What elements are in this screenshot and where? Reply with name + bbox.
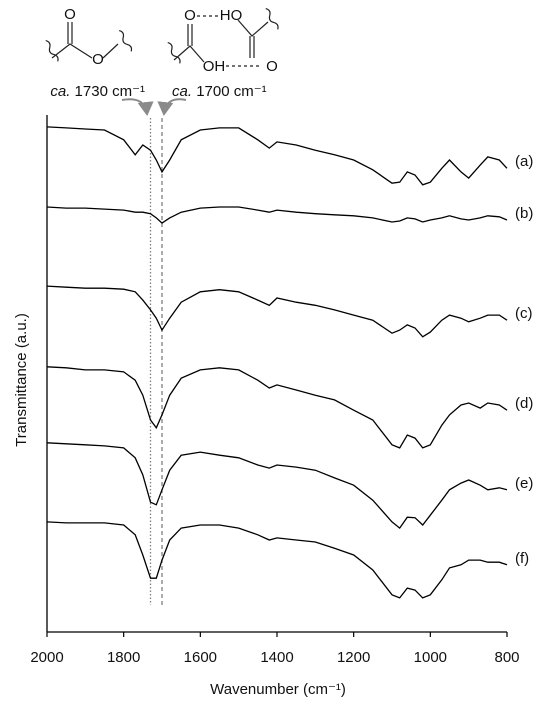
spectrum-line (46, 442, 508, 530)
x-tick-label: 1600 (184, 649, 217, 666)
x-tick-label: 1000 (414, 649, 447, 666)
arrow (121, 98, 154, 116)
reference-label: ca. 1700 cm⁻¹ (172, 83, 267, 100)
series-label: (e) (515, 475, 533, 492)
qualifier: ca. (50, 83, 70, 100)
atom-label: O (184, 7, 196, 24)
atom-label: O (266, 58, 278, 75)
reference-label: ca. 1730 cm⁻¹ (50, 83, 145, 100)
x-axis-title: Wavenumber (cm⁻¹) (210, 681, 346, 698)
spectrum-line (46, 521, 508, 599)
series-label: (b) (515, 205, 533, 222)
series-label: (c) (515, 305, 533, 322)
atom-label: OH (203, 58, 226, 75)
spectrum-line (46, 285, 508, 338)
spectrum-line (46, 206, 508, 224)
acid-dimer-structure: O HO OH O (167, 7, 279, 75)
x-tick-label: 1800 (107, 649, 140, 666)
spectrum-line (46, 126, 508, 186)
spectrum-line (46, 366, 508, 449)
ester-structure: O O (45, 6, 133, 68)
atom-label: HO (220, 7, 243, 24)
reference-value: 1700 cm⁻¹ (196, 83, 266, 100)
atom-label: O (92, 51, 104, 68)
series-label: (f) (515, 550, 529, 567)
x-tick-label: 2000 (30, 649, 63, 666)
x-tick-label: 1200 (337, 649, 370, 666)
reference-value: 1730 cm⁻¹ (75, 83, 145, 100)
x-tick-label: 1400 (260, 649, 293, 666)
series-label: (d) (515, 395, 533, 412)
atom-label: O (64, 6, 76, 23)
series-label: (a) (515, 153, 533, 170)
arrow (157, 98, 187, 116)
x-tick-label: 800 (494, 649, 519, 666)
qualifier: ca. (172, 83, 192, 100)
y-axis-title: Transmittance (a.u.) (13, 313, 30, 447)
